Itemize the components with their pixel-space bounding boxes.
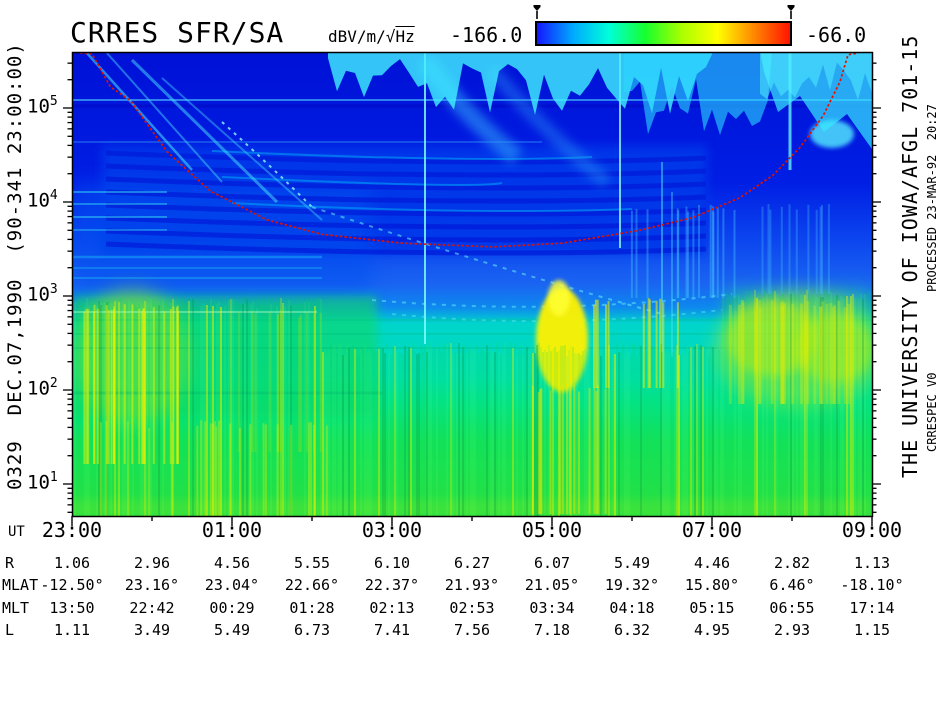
x-tick-label: 05:00 — [521, 518, 583, 542]
ephemeris-value: 4.56 — [213, 554, 251, 572]
ephemeris-value: 3.49 — [133, 621, 171, 639]
ephemeris-value: 22:42 — [129, 599, 175, 617]
ephemeris-value: 19.32° — [604, 576, 660, 594]
colorbar-marker-left — [533, 5, 541, 19]
row-label-mlt: MLT — [2, 599, 30, 617]
ephemeris-value: 21.05° — [524, 576, 580, 594]
ephemeris-value: 2.82 — [773, 554, 811, 572]
units-prefix: dBV/m/√ — [328, 27, 396, 46]
x-tick-label: 01:00 — [201, 518, 263, 542]
ephemeris-value: 23.04° — [204, 576, 260, 594]
ephemeris-value: 02:13 — [369, 599, 415, 617]
x-tick-label: 07:00 — [681, 518, 743, 542]
processed-date-label: PROCESSED 23-MAR-92 20:27 — [925, 104, 939, 292]
spectrogram-plot — [72, 50, 885, 516]
y-tick-label: 101 — [27, 470, 58, 494]
ephemeris-value: 5.55 — [293, 554, 331, 572]
y-tick-label: 102 — [27, 376, 58, 400]
colorbar-max-label: -66.0 — [806, 23, 867, 47]
software-version-label: CRRESPEC V0 — [925, 372, 939, 452]
ephemeris-value: 05:15 — [689, 599, 735, 617]
spectrogram-image — [72, 50, 885, 516]
ephemeris-value: 6.46° — [769, 576, 815, 594]
ephemeris-value: 17:14 — [849, 599, 895, 617]
ephemeris-value: 6.10 — [373, 554, 411, 572]
ephemeris-value: 1.06 — [53, 554, 91, 572]
row-label-r: R — [5, 554, 15, 572]
ephemeris-value: 6.73 — [293, 621, 331, 639]
ephemeris-value: 13:50 — [49, 599, 95, 617]
ephemeris-value: 04:18 — [609, 599, 655, 617]
y-tick-label: 104 — [27, 188, 58, 212]
ephemeris-value: 01:28 — [289, 599, 335, 617]
ephemeris-value: 2.93 — [773, 621, 811, 639]
ephemeris-value: 2.96 — [133, 554, 171, 572]
ephemeris-value: -18.10° — [840, 576, 904, 594]
ephemeris-value: 23.16° — [124, 576, 180, 594]
ephemeris-value: 7.56 — [453, 621, 491, 639]
colorbar — [535, 21, 792, 46]
colorbar-units-label: dBV/m/√Hz — [328, 27, 415, 46]
ephemeris-value: 4.46 — [693, 554, 731, 572]
ephemeris-value: 6.32 — [613, 621, 651, 639]
ephemeris-value: 06:55 — [769, 599, 815, 617]
colorbar-min-label: -166.0 — [450, 23, 523, 47]
row-label-mlat: MLAT — [2, 576, 39, 594]
ephemeris-value: 15.80° — [684, 576, 740, 594]
ephemeris-value: 22.37° — [364, 576, 420, 594]
ephemeris-value: 6.27 — [453, 554, 491, 572]
ephemeris-value: 7.41 — [373, 621, 411, 639]
institution-label: THE UNIVERSITY OF IOWA/AFGL 701-15 — [898, 34, 922, 478]
ephemeris-value: 1.11 — [53, 621, 91, 639]
row-label-ut: UT — [8, 524, 25, 540]
x-tick-label: 03:00 — [361, 518, 423, 542]
x-tick-label: 23:00 — [41, 518, 103, 542]
y-tick-label: 103 — [27, 282, 58, 306]
ephemeris-value: 02:53 — [449, 599, 495, 617]
ephemeris-value: -12.50° — [40, 576, 104, 594]
ephemeris-value: 03:34 — [529, 599, 575, 617]
units-sqrt-hz: Hz — [395, 27, 415, 46]
plot-title: CRRES SFR/SA — [70, 16, 285, 49]
x-tick-label: 09:00 — [841, 518, 903, 542]
orbit-date-label: 0329 DEC.07,1990 (90-341 23:00:00) — [4, 42, 26, 490]
ephemeris-value: 1.15 — [853, 621, 891, 639]
colorbar-marker-right — [787, 5, 795, 19]
colorbar-range-markers — [533, 5, 795, 19]
ephemeris-value: 5.49 — [613, 554, 651, 572]
ephemeris-value: 22.66° — [284, 576, 340, 594]
ephemeris-value: 21.93° — [444, 576, 500, 594]
row-label-l: L — [5, 621, 15, 639]
ephemeris-value: 7.18 — [533, 621, 571, 639]
ephemeris-value: 1.13 — [853, 554, 891, 572]
ephemeris-value: 4.95 — [693, 621, 731, 639]
ephemeris-value: 5.49 — [213, 621, 251, 639]
ephemeris-value: 00:29 — [209, 599, 255, 617]
y-tick-label: 105 — [27, 94, 58, 118]
ephemeris-value: 6.07 — [533, 554, 571, 572]
